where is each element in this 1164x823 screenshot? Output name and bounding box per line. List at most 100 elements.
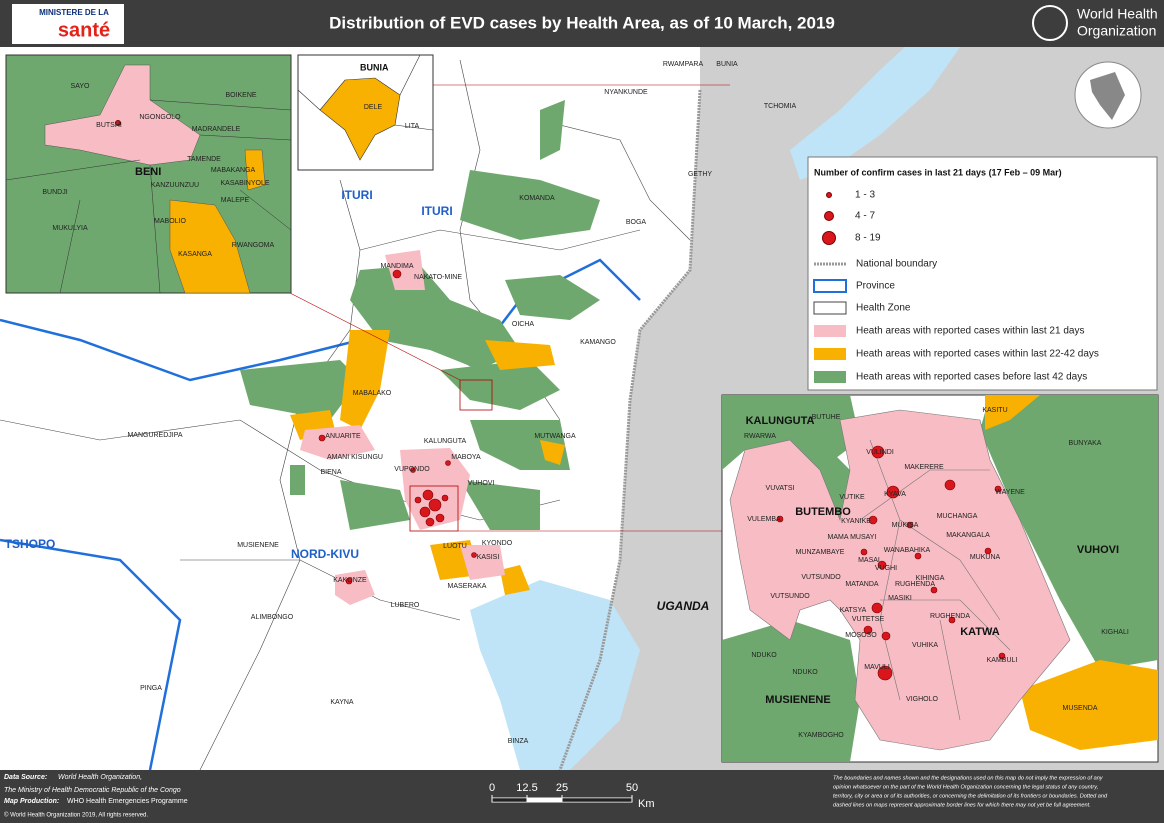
place-label: LUOTU [443,543,467,550]
disclaimer: The boundaries and names shown and the d… [833,775,1104,781]
place-label: KASISI [477,554,500,561]
place-label: AMANI KISUNGU [327,454,383,461]
inset-frame [409,485,459,532]
inset-bunia [297,54,434,171]
copyright: © World Health Organization 2019, All ri… [4,812,148,819]
place-label: VUTETSE [852,616,885,623]
who-name: Organization [1077,23,1156,39]
country-label: UGANDA [657,599,710,613]
place-label: VIGHOLO [906,696,938,703]
scale-unit: Km [638,798,655,810]
case-dots [318,269,477,585]
place-label: NAKATO-MINE [414,274,462,281]
legend-title: Number of confirm cases in last 21 days … [814,167,1062,177]
scale-segment [491,797,528,803]
place-label: MUKULYIA [52,225,88,232]
place-label: PINGA [140,685,162,692]
place-label: NYANKUNDE [604,89,648,96]
place-label: TAMENDE [187,156,221,163]
place-label: VULEMBA [747,516,781,523]
zone-label: MUSIENENE [765,694,830,706]
place-label: WAYENE [995,489,1025,496]
place-label: MUSENDA [1062,705,1097,712]
leader [289,292,461,381]
lake-edward [470,580,640,770]
legend-label: Heath areas with reported cases within l… [856,349,1099,360]
place-label: MALEPE [221,197,250,204]
place-label: BOIKENE [225,92,256,99]
place-label: KYAMBOGHO [798,732,844,739]
place-label: VULINDI [866,449,894,456]
place-label: MANDIMA [380,263,413,270]
place-label: MUKISA [892,522,919,529]
disclaimer: territory, city or area or of its author… [833,793,1108,799]
province-label: ITURI [341,188,372,202]
zone-label: BUNIA [360,62,389,72]
place-label: ANUARITE [325,433,361,440]
place-label: MUKUNA [970,554,1001,561]
zone-label: BUTEMBO [795,506,851,518]
place-label: BUTUHE [812,414,841,421]
place-label: VUHOVI [468,480,495,487]
place-label: DELE [364,104,383,111]
place-label: MABALAKO [353,390,392,397]
place-label: MUTWANGA [534,433,576,440]
legend-symbol [814,371,846,383]
place-label: MAVULI [864,664,890,671]
place-label: BOGA [626,219,647,226]
place-label: RWAMPARA [663,61,704,68]
globe-land [1090,72,1125,120]
place-label: MAKERERE [904,464,944,471]
zone-label: VUHOVI [1077,544,1119,556]
place-label: KAYNA [330,699,354,706]
scale-segment [526,797,563,803]
province-label: NORD-KIVU [291,547,359,561]
place-label: KALUNGUTA [424,438,467,445]
place-label: MANGUREDJIPA [127,432,182,439]
legend-label: Heath areas with reported cases within l… [856,326,1084,337]
place-label: MUSIENENE [237,542,279,549]
place-label: WANABAHIKA [884,547,931,554]
place-label: KOMANDA [519,195,555,202]
place-label: RUGHENDA [895,581,935,588]
place-label: VUPONDO [394,466,430,473]
legend-symbol [813,279,847,293]
place-label: MABOYA [451,454,481,461]
place-label: OICHA [512,321,535,328]
zone-label: KALUNGUTA [746,415,815,427]
place-label: NGONGOLO [139,114,181,121]
place-label: VUGHI [875,565,897,572]
scale-label: 0 [489,782,495,794]
scale-segment [561,797,633,803]
place-label: MABOLIO [154,218,186,225]
source-text: World Health Organization, [58,774,142,781]
legend-label: 4 - 7 [855,211,875,222]
place-label: MASERAKA [448,583,487,590]
legend-label: Health Zone [856,303,911,314]
inset-frame [459,379,493,411]
place-label: KIHINGA [916,575,945,582]
header-bar [0,0,1164,47]
place-label: KYANIKE [841,518,871,525]
ministry-logo [12,4,124,44]
place-label: VUHIKA [912,642,938,649]
national-boundary [558,89,702,771]
place-label: RWANGOMA [232,242,275,249]
place-label: BIENA [320,469,341,476]
disclaimer: opinion whatsoever on the part of the Wo… [833,784,1098,790]
place-label: BUNYAKA [1069,440,1102,447]
place-label: MUNZAMBAYE [796,549,845,556]
place-label: MABAKANGA [211,167,256,174]
zone-label: BENI [135,166,161,178]
place-label: ALIMBONGO [251,614,294,621]
legend-symbol [814,348,846,360]
place-label: KYONDO [482,540,513,547]
place-label: RUGHENDA [930,613,970,620]
place-label: VUTIKE [839,494,865,501]
scale-label: 50 [626,782,638,794]
place-label: LUBERO [391,602,420,609]
place-label: KASITU [982,407,1007,414]
